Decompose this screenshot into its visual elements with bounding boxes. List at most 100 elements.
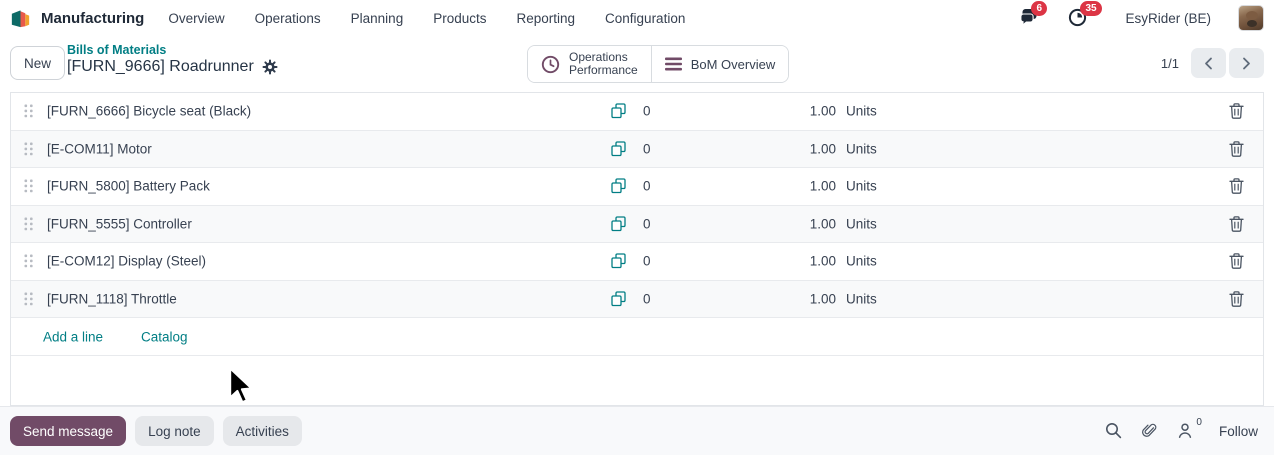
component-product-name[interactable]: [E-COM11] Motor xyxy=(47,141,152,157)
component-product-name[interactable]: [E-COM12] Display (Steel) xyxy=(47,253,207,269)
pager-next-button[interactable] xyxy=(1229,48,1264,78)
component-uom[interactable]: Units xyxy=(846,216,877,232)
nav-menu-item[interactable]: Reporting xyxy=(516,10,576,26)
component-row: [FURN_5800] Battery Pack 0 1.00 Units xyxy=(11,168,1263,206)
copy-icon[interactable] xyxy=(611,141,626,157)
component-row: [E-COM12] Display (Steel) 0 1.00 Units xyxy=(11,243,1263,281)
nav-menu-item[interactable]: Planning xyxy=(350,10,404,26)
component-uom[interactable]: Units xyxy=(846,141,877,157)
trash-icon[interactable] xyxy=(1229,140,1244,157)
pager-previous-button[interactable] xyxy=(1191,48,1226,78)
component-row: [E-COM11] Motor 0 1.00 Units xyxy=(11,130,1263,168)
user-menu[interactable]: EsyRider (BE) xyxy=(1125,10,1211,26)
bars-icon xyxy=(664,57,682,71)
copy-icon[interactable] xyxy=(611,291,626,307)
bom-overview-button[interactable]: BoM Overview xyxy=(650,46,789,82)
drag-handle-icon[interactable] xyxy=(24,179,34,193)
copy-icon[interactable] xyxy=(611,253,626,269)
stat-button-label: BoM Overview xyxy=(690,56,776,72)
bom-components-table: [FURN_6666] Bicycle seat (Black) 0 1.00 … xyxy=(10,92,1264,406)
activities-systray-button[interactable]: 35 xyxy=(1068,1,1102,28)
nav-menu-item[interactable]: Configuration xyxy=(605,10,686,26)
messages-systray-button[interactable]: 6 xyxy=(1019,1,1048,28)
component-product-name[interactable]: [FURN_6666] Bicycle seat (Black) xyxy=(47,103,252,119)
trash-icon[interactable] xyxy=(1229,103,1244,120)
drag-handle-icon[interactable] xyxy=(24,217,34,231)
chatter-tools: 0 Follow xyxy=(1105,417,1258,440)
component-uom[interactable]: Units xyxy=(846,253,877,269)
components-rows: [FURN_6666] Bicycle seat (Black) 0 1.00 … xyxy=(11,93,1263,318)
component-forecast-qty: 0 xyxy=(643,141,651,157)
user-avatar[interactable] xyxy=(1238,5,1264,31)
stat-button-label: Performance xyxy=(569,63,638,77)
follower-person-icon xyxy=(1178,423,1192,438)
trash-icon[interactable] xyxy=(1229,178,1244,195)
navbar-systray: 6 35 EsyRider (BE) xyxy=(1019,1,1266,31)
component-product-name[interactable]: [FURN_1118] Throttle xyxy=(47,291,177,307)
stat-button-group: Operations Performance BoM Overview xyxy=(527,45,790,83)
manufacturing-app-icon[interactable] xyxy=(8,5,33,31)
component-uom[interactable]: Units xyxy=(846,178,877,194)
paperclip-icon xyxy=(1142,423,1157,437)
activities-button[interactable]: Activities xyxy=(222,416,302,446)
component-quantity[interactable]: 1.00 xyxy=(809,216,836,232)
attach-files-button[interactable] xyxy=(1141,422,1159,440)
component-uom[interactable]: Units xyxy=(846,103,877,119)
drag-handle-icon[interactable] xyxy=(24,142,34,156)
trash-icon[interactable] xyxy=(1229,215,1244,232)
component-quantity[interactable]: 1.00 xyxy=(809,141,836,157)
followers-count: 0 xyxy=(1196,417,1202,428)
table-footer-row: Add a line Catalog xyxy=(11,318,1263,356)
nav-menu-item[interactable]: Operations xyxy=(254,10,321,26)
component-quantity[interactable]: 1.00 xyxy=(809,253,836,269)
nav-menu-item[interactable]: Overview xyxy=(168,10,225,26)
followers-button[interactable]: 0 xyxy=(1177,417,1202,440)
drag-handle-icon[interactable] xyxy=(24,254,34,268)
component-row: [FURN_6666] Bicycle seat (Black) 0 1.00 … xyxy=(11,93,1263,131)
breadcrumb-bills-of-materials[interactable]: Bills of Materials xyxy=(67,43,167,57)
activity-clock-icon xyxy=(1069,8,1087,27)
component-row: [FURN_5555] Controller 0 1.00 Units xyxy=(11,205,1263,243)
add-a-line-link[interactable]: Add a line xyxy=(43,329,104,344)
component-quantity[interactable]: 1.00 xyxy=(809,103,836,119)
drag-handle-icon[interactable] xyxy=(24,292,34,306)
component-quantity[interactable]: 1.00 xyxy=(809,178,836,194)
operations-performance-button[interactable]: Operations Performance xyxy=(528,46,651,82)
component-product-name[interactable]: [FURN_5555] Controller xyxy=(47,216,192,232)
new-record-button[interactable]: New xyxy=(10,46,66,80)
copy-icon[interactable] xyxy=(611,178,626,194)
component-forecast-qty: 0 xyxy=(643,291,651,307)
component-forecast-qty: 0 xyxy=(643,216,651,232)
app-name[interactable]: Manufacturing xyxy=(41,9,145,27)
pager: 1/1 xyxy=(1161,48,1264,78)
control-panel: New Bills of Materials [FURN_9666] Roadr… xyxy=(0,36,1274,92)
component-product-name[interactable]: [FURN_5800] Battery Pack xyxy=(47,178,210,194)
chevron-right-icon xyxy=(1243,57,1250,69)
messages-badge: 6 xyxy=(1031,1,1048,16)
log-note-button[interactable]: Log note xyxy=(135,416,214,446)
breadcrumb: Bills of Materials [FURN_9666] Roadrunne… xyxy=(67,43,278,76)
component-forecast-qty: 0 xyxy=(643,178,651,194)
copy-icon[interactable] xyxy=(611,103,626,119)
clock-icon xyxy=(541,55,560,73)
component-uom[interactable]: Units xyxy=(846,291,877,307)
stat-button-label: Operations xyxy=(569,50,628,64)
follow-button[interactable]: Follow xyxy=(1218,423,1258,439)
nav-menus: Overview Operations Planning Products Report… xyxy=(168,11,685,26)
catalog-link[interactable]: Catalog xyxy=(141,329,188,344)
trash-icon[interactable] xyxy=(1229,290,1244,307)
component-quantity[interactable]: 1.00 xyxy=(809,291,836,307)
drag-handle-icon[interactable] xyxy=(24,104,34,118)
trash-icon[interactable] xyxy=(1229,253,1244,270)
nav-menu-item[interactable]: Products xyxy=(433,10,487,26)
copy-icon[interactable] xyxy=(611,216,626,232)
actions-gear-icon[interactable] xyxy=(262,59,278,75)
chatter-bar: Send message Log note Activities 0 xyxy=(0,406,1274,455)
search-messages-button[interactable] xyxy=(1105,422,1123,440)
top-navbar: Manufacturing Overview Operations Planning… xyxy=(0,0,1274,36)
send-message-button[interactable]: Send message xyxy=(10,416,127,446)
component-forecast-qty: 0 xyxy=(643,253,651,269)
search-icon xyxy=(1105,423,1122,439)
pager-value: 1/1 xyxy=(1160,55,1179,71)
